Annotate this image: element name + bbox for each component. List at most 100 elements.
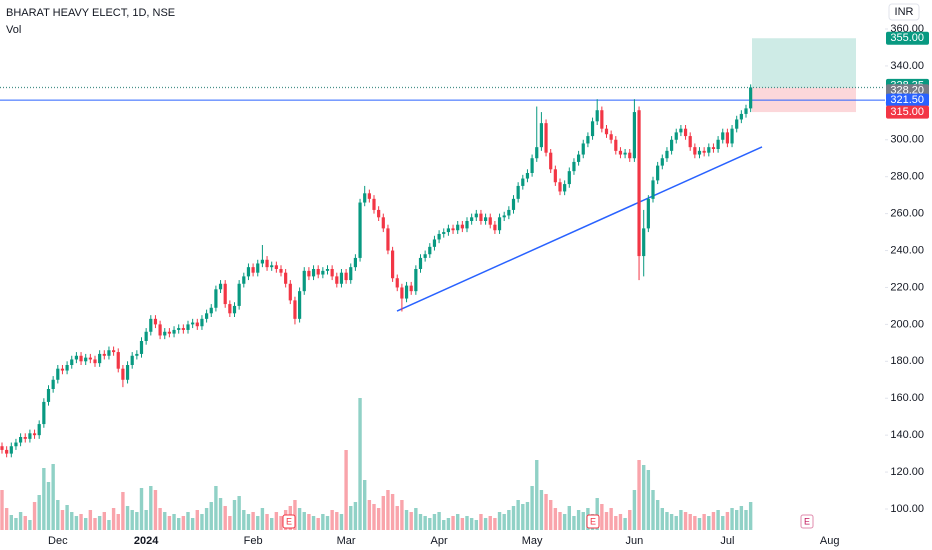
candle-body bbox=[628, 152, 632, 159]
volume-bar bbox=[163, 512, 167, 530]
volume-bar bbox=[483, 518, 488, 530]
candle-body bbox=[28, 433, 32, 439]
volume-bar bbox=[23, 516, 27, 530]
candle-body bbox=[493, 224, 497, 231]
volume-bar bbox=[669, 514, 674, 530]
earnings-marker bbox=[586, 514, 600, 529]
volume-bar bbox=[469, 518, 474, 530]
volume-bar bbox=[116, 514, 120, 530]
candle-body bbox=[135, 353, 139, 356]
volume-bar bbox=[130, 510, 134, 530]
volume-bar bbox=[730, 508, 734, 530]
volume-bar bbox=[558, 512, 562, 530]
volume-bar bbox=[37, 495, 41, 530]
candle-body bbox=[139, 341, 144, 354]
candle-body bbox=[330, 269, 334, 277]
candle-body bbox=[339, 272, 344, 284]
candle-body bbox=[149, 318, 153, 332]
volume-bar bbox=[228, 516, 232, 530]
candle-body bbox=[23, 437, 27, 439]
volume-bar bbox=[190, 518, 195, 530]
volume-bar bbox=[456, 514, 460, 530]
volume-bar bbox=[581, 512, 585, 530]
volume-bar bbox=[251, 512, 255, 530]
candle-body bbox=[167, 331, 171, 334]
volume-bar bbox=[28, 520, 32, 530]
volume-bar bbox=[628, 510, 632, 530]
candle-body bbox=[428, 246, 432, 255]
candle-body bbox=[553, 169, 557, 183]
volume-bar bbox=[274, 512, 279, 530]
volume-bar bbox=[735, 510, 739, 530]
candle-body bbox=[474, 213, 478, 218]
candle-body bbox=[298, 291, 302, 319]
volume-bar bbox=[451, 516, 455, 530]
volume-bar bbox=[614, 516, 618, 530]
earnings-label: E bbox=[590, 516, 596, 526]
volume-bar bbox=[339, 514, 344, 530]
volume-bar bbox=[609, 508, 613, 530]
volume-bar bbox=[242, 510, 246, 530]
volume-bar bbox=[218, 498, 223, 530]
volume-bar bbox=[9, 515, 13, 530]
candle-body bbox=[172, 329, 176, 334]
volume-bar bbox=[358, 398, 362, 530]
y-tick-label: 140.00 bbox=[890, 429, 924, 441]
volume-bar bbox=[74, 516, 79, 530]
volume-bar bbox=[316, 518, 320, 530]
x-tick-label: 2024 bbox=[134, 535, 159, 547]
volume-bar bbox=[511, 506, 516, 530]
candle-body bbox=[51, 379, 55, 389]
candle-body bbox=[46, 389, 51, 402]
candle-body bbox=[544, 123, 548, 153]
candle-body bbox=[577, 154, 581, 162]
candle-body bbox=[674, 132, 678, 140]
volume-bar bbox=[688, 514, 692, 530]
candle-body bbox=[642, 228, 646, 257]
candle-body bbox=[344, 272, 348, 281]
volume-bar bbox=[330, 510, 334, 530]
volume-bar bbox=[237, 496, 241, 530]
volume-bar bbox=[465, 516, 469, 530]
volume-bar bbox=[497, 512, 502, 530]
candle-body bbox=[386, 228, 390, 251]
volume-bar bbox=[748, 502, 753, 530]
volume-bar bbox=[46, 482, 51, 530]
candle-body bbox=[516, 185, 520, 199]
candle-body bbox=[725, 132, 729, 144]
volume-bar bbox=[260, 508, 265, 530]
volume-bar bbox=[204, 508, 209, 530]
candle-body bbox=[600, 110, 604, 129]
volume-bar bbox=[507, 510, 511, 530]
volume-bar bbox=[632, 490, 637, 530]
volume-bar bbox=[488, 516, 492, 530]
candle-body bbox=[311, 269, 316, 277]
volume-bar bbox=[567, 506, 571, 530]
candle-body bbox=[702, 150, 706, 153]
volume-bar bbox=[111, 508, 116, 530]
x-tick-label: Jul bbox=[720, 535, 734, 547]
candle-body bbox=[218, 283, 223, 290]
candle-body bbox=[37, 424, 41, 436]
volume-bar bbox=[572, 516, 576, 530]
candle-body bbox=[432, 239, 437, 247]
candle-body bbox=[451, 228, 455, 231]
candle-body bbox=[646, 198, 650, 229]
volume-bar bbox=[437, 512, 441, 530]
candle-body bbox=[614, 139, 618, 151]
candle-body bbox=[246, 267, 251, 277]
volume-bar bbox=[400, 500, 404, 530]
volume-bar bbox=[60, 510, 65, 530]
earnings-marker bbox=[282, 514, 296, 529]
volume-bar bbox=[256, 516, 260, 530]
candle-body bbox=[181, 328, 185, 330]
candle-body bbox=[191, 322, 195, 325]
volume-bar bbox=[623, 518, 627, 530]
volume-bar bbox=[79, 514, 83, 530]
candle-body bbox=[418, 257, 423, 269]
candle-body bbox=[223, 283, 227, 305]
candle-body bbox=[321, 270, 325, 275]
candle-body bbox=[679, 128, 683, 133]
candle-body bbox=[84, 357, 88, 362]
volume-bar bbox=[637, 460, 641, 530]
